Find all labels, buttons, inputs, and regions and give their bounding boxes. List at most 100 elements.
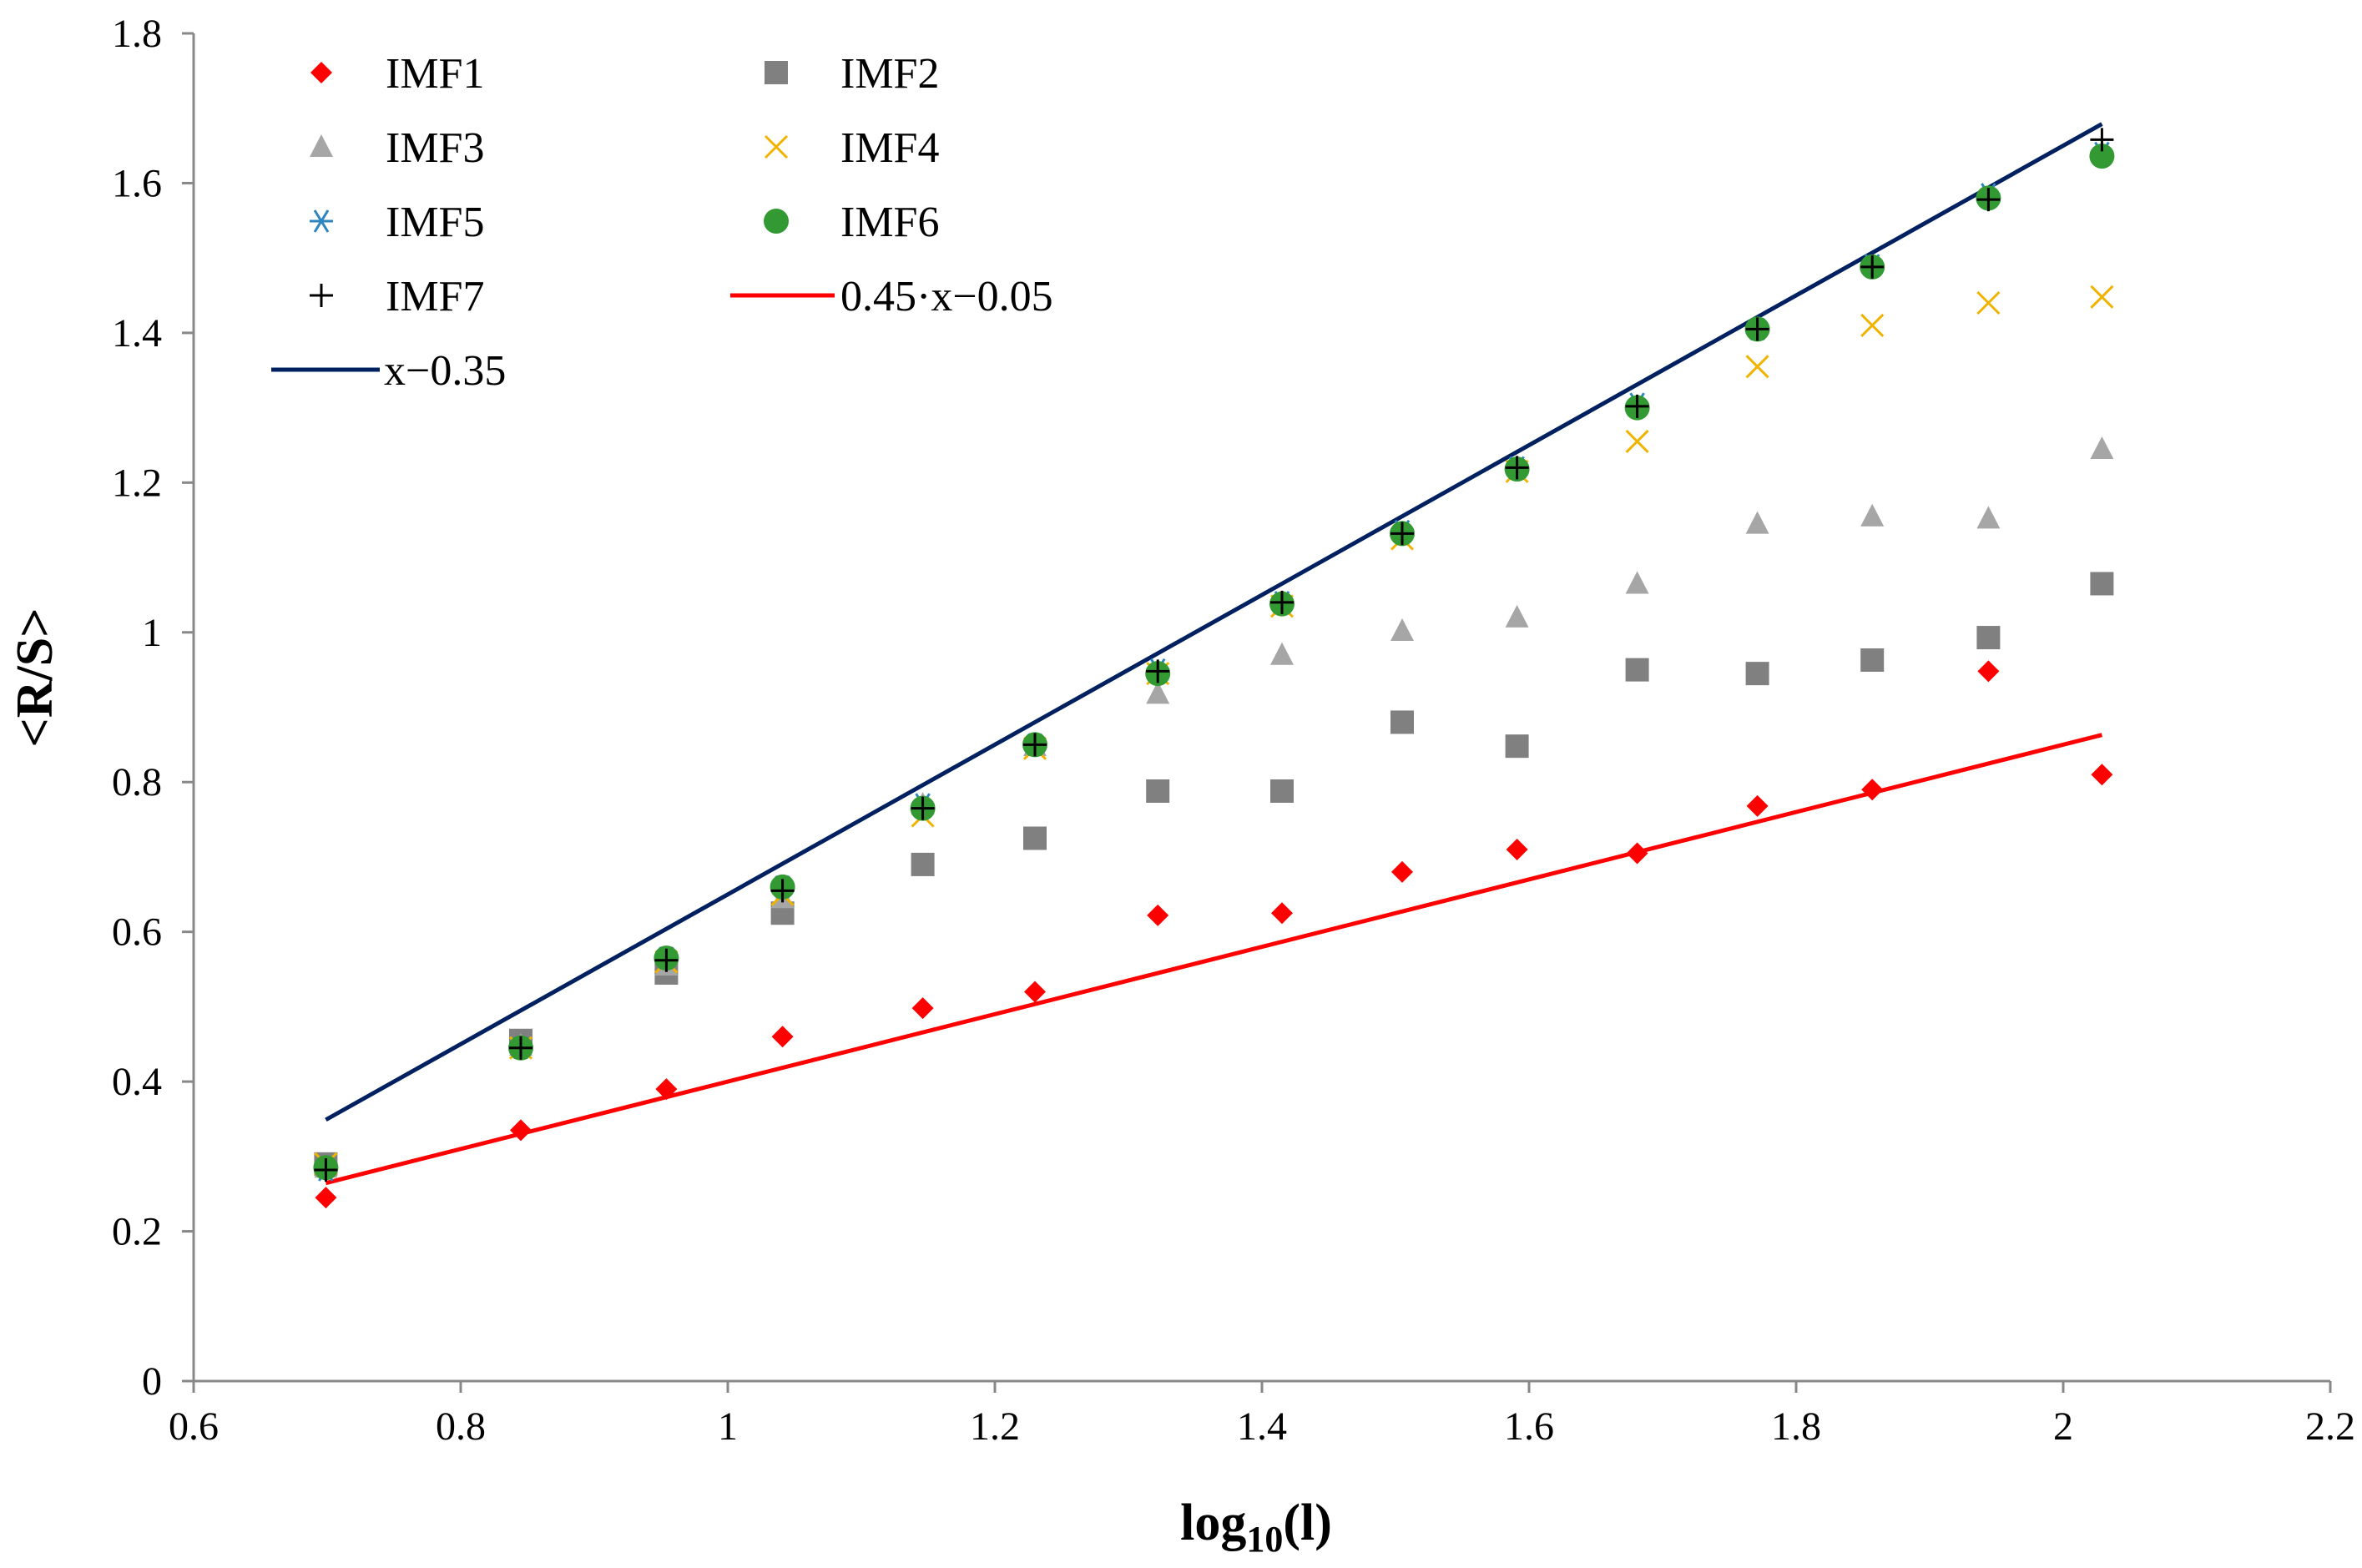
imf1-point — [1746, 794, 1769, 817]
imf7-point — [654, 948, 679, 972]
imf3-point — [1505, 604, 1529, 628]
imf3-point — [1976, 506, 2001, 529]
legend-marker-imf6 — [764, 209, 789, 234]
x-tick-label: 0.8 — [436, 1404, 486, 1449]
imf6-point — [2089, 144, 2115, 169]
imf7-point — [1625, 394, 1649, 418]
y-tick-label: 1.6 — [112, 161, 162, 205]
imf2-point — [1505, 734, 1529, 759]
imf7-point — [1146, 659, 1170, 683]
imf3-point — [1860, 503, 1885, 527]
imf7-point — [1270, 590, 1294, 614]
imf7-point — [1745, 317, 1769, 341]
imf3-point — [2090, 436, 2114, 459]
imf1-point — [1506, 838, 1528, 860]
y-axis-title: <R/S> — [7, 608, 63, 747]
imf2-point — [1146, 779, 1170, 803]
fit-line — [325, 733, 2103, 1186]
imf2-point — [1745, 662, 1769, 686]
x-tick-label: 0.6 — [169, 1404, 219, 1449]
imf1-point — [911, 997, 934, 1020]
imf1-point — [1977, 660, 2000, 683]
fit-lines — [325, 122, 2103, 1186]
legend-marker-imf7 — [310, 284, 333, 307]
imf2-point — [1976, 626, 2001, 650]
data-markers — [313, 128, 2115, 1209]
legend: IMF1 IMF2 IMF3 IMF4 IMF5 IMF6 IMF7 0.45·x−0.05 x… — [271, 50, 1053, 395]
y-tick-label: 1.8 — [112, 12, 162, 56]
y-tick-label: 1 — [142, 611, 162, 655]
imf2-point — [1860, 648, 1885, 672]
y-tick-label: 0 — [142, 1359, 162, 1404]
imf1-point — [510, 1119, 532, 1142]
imf7-point — [314, 1157, 338, 1182]
imf2-point — [1023, 826, 1047, 850]
imf7-point — [509, 1036, 532, 1060]
legend-label-imf4: IMF4 — [840, 124, 939, 172]
imf1-point — [2091, 764, 2113, 786]
imf7-point — [911, 796, 935, 820]
legend-marker-imf5 — [310, 209, 333, 233]
imf7-point — [1505, 456, 1529, 480]
imf2-point — [1270, 779, 1294, 803]
x-tick-label: 1.4 — [1237, 1404, 1287, 1449]
imf2-point — [911, 852, 935, 876]
legend-marker-imf2 — [765, 61, 788, 84]
legend-label-imf1: IMF1 — [386, 50, 484, 98]
legend-label-fit-line: x−0.35 — [384, 347, 506, 395]
legend-label-fit-line: 0.45·x−0.05 — [840, 273, 1053, 320]
imf1-point — [1626, 842, 1648, 865]
imf4-point — [1625, 429, 1649, 454]
x-tick-label: 1.2 — [970, 1404, 1020, 1449]
imf2-point — [1625, 658, 1649, 682]
legend-marker-imf4 — [764, 134, 789, 159]
x-axis-title: log10(l) — [1180, 1495, 1332, 1560]
x-axis-title-tail: (l) — [1283, 1495, 1332, 1551]
x-tick-label: 1.8 — [1771, 1404, 1821, 1449]
imf3-point — [1390, 618, 1414, 641]
imf7-point — [770, 879, 795, 903]
legend-label-imf7: IMF7 — [386, 273, 484, 320]
imf1-point — [1147, 904, 1169, 926]
x-tick-label: 2 — [2053, 1404, 2073, 1449]
imf3-point — [1625, 571, 1649, 594]
imf1-point — [1391, 860, 1413, 883]
x-tick-label: 2.2 — [2305, 1404, 2355, 1449]
imf4-point — [1745, 355, 1769, 379]
imf4-point — [2090, 285, 2114, 309]
imf3-point — [1146, 681, 1170, 704]
imf3-point — [1270, 642, 1294, 665]
y-tick-label: 1.2 — [112, 461, 162, 505]
imf3-point — [1745, 511, 1769, 534]
x-tick-label: 1.6 — [1504, 1404, 1554, 1449]
imf1-point — [1271, 902, 1293, 925]
y-tick-label: 0.2 — [112, 1210, 162, 1254]
imf7-point — [1023, 733, 1047, 757]
imf1-point — [771, 1026, 794, 1048]
imf1-point — [1024, 981, 1046, 1003]
y-tick-label: 0.4 — [112, 1060, 162, 1104]
axes: 0 0.2 0.4 0.6 0.8 1 1.2 1.4 1.6 1.8 0.6 0.8 1 1.2 1.4 1… — [112, 12, 2355, 1449]
legend-label-imf5: IMF5 — [386, 199, 484, 246]
legend-label-imf2: IMF2 — [840, 50, 939, 98]
legend-label-imf3: IMF3 — [386, 124, 484, 172]
imf4-point — [1976, 290, 2001, 315]
legend-label-imf6: IMF6 — [840, 199, 939, 246]
imf7-point — [1976, 188, 2001, 212]
x-axis-title-subscript: 10 — [1246, 1519, 1283, 1560]
imf1-point — [1861, 779, 1884, 801]
imf2-point — [1390, 710, 1414, 734]
y-tick-label: 0.8 — [112, 760, 162, 804]
y-tick-label: 0.6 — [112, 910, 162, 955]
imf7-point — [2090, 128, 2114, 152]
x-tick-label: 1 — [718, 1404, 738, 1449]
imf1-point — [315, 1187, 337, 1209]
imf1-point — [655, 1078, 678, 1101]
fit-line — [325, 122, 2103, 1122]
x-axis-title-main: log — [1180, 1495, 1246, 1551]
imf4-point — [1860, 313, 1885, 337]
legend-marker-imf3 — [310, 134, 333, 157]
y-tick-label: 1.4 — [112, 311, 162, 355]
